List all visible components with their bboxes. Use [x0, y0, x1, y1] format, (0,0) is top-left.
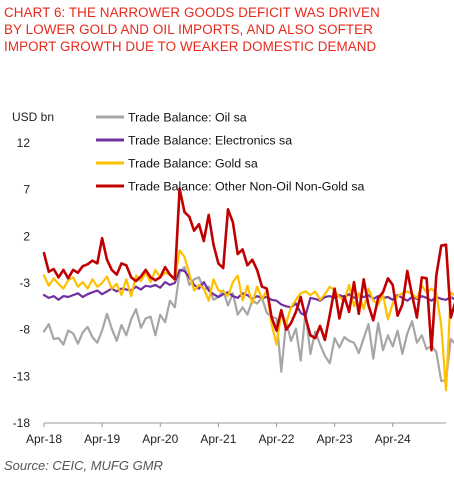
series-line-2	[42, 268, 454, 317]
x-tick-label: Apr-23	[317, 432, 353, 446]
y-tick-label: -18	[13, 416, 31, 430]
legend-entry: Trade Balance: Other Non-Oil Non-Gold sa	[128, 180, 365, 194]
legend-entry: Trade Balance: Oil sa	[128, 111, 247, 125]
x-tick-label: Apr-24	[375, 432, 411, 446]
y-tick-label: -3	[19, 276, 30, 290]
y-tick-label: 12	[17, 136, 31, 150]
title-line-1: CHART 6: THE NARROWER GOODS DEFICIT WAS …	[4, 5, 380, 20]
x-tick-label: Apr-19	[84, 432, 120, 446]
x-tick-label: Apr-18	[26, 432, 62, 446]
source-note: Source: CEIC, MUFG GMR	[4, 458, 163, 473]
x-tick-label: Apr-22	[258, 432, 294, 446]
legend: Trade Balance: Oil sa Trade Balance: Elec…	[96, 111, 365, 194]
series-line-4	[42, 187, 454, 352]
chart-title: CHART 6: THE NARROWER GOODS DEFICIT WAS …	[4, 4, 450, 55]
legend-entry: Trade Balance: Electronics sa	[128, 134, 292, 148]
y-tick-label: 2	[23, 229, 30, 243]
y-axis-label: USD bn	[12, 110, 54, 124]
x-tick-label: Apr-20	[142, 432, 178, 446]
legend-entry: Trade Balance: Gold sa	[128, 157, 258, 171]
series-lines	[42, 187, 454, 392]
title-line-3: IMPORT GROWTH DUE TO WEAKER DOMESTIC DEM…	[4, 39, 377, 54]
y-tick-label: -8	[19, 323, 30, 337]
series-line-3	[42, 249, 454, 392]
x-tick-label: Apr-21	[200, 432, 236, 446]
axes: 12 7 2 -3 -8 -13 -18 Apr-18 Apr-19 Apr-20 Apr-21 Ap…	[13, 136, 446, 446]
y-tick-label: -13	[13, 369, 31, 383]
title-line-2: BY LOWER GOLD AND OIL IMPORTS, AND ALSO …	[4, 22, 373, 37]
y-tick-label: 7	[23, 183, 30, 197]
